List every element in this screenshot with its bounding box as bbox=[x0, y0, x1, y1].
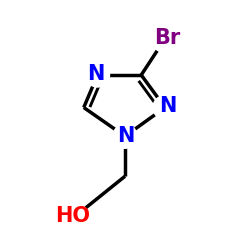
Circle shape bbox=[151, 25, 179, 52]
Text: Br: Br bbox=[154, 28, 180, 48]
Circle shape bbox=[113, 124, 137, 148]
Text: N: N bbox=[118, 126, 135, 146]
Circle shape bbox=[153, 96, 177, 120]
Circle shape bbox=[86, 63, 110, 87]
Text: N: N bbox=[159, 96, 177, 116]
Text: HO: HO bbox=[55, 206, 90, 226]
Text: N: N bbox=[87, 64, 104, 84]
Circle shape bbox=[59, 202, 89, 232]
